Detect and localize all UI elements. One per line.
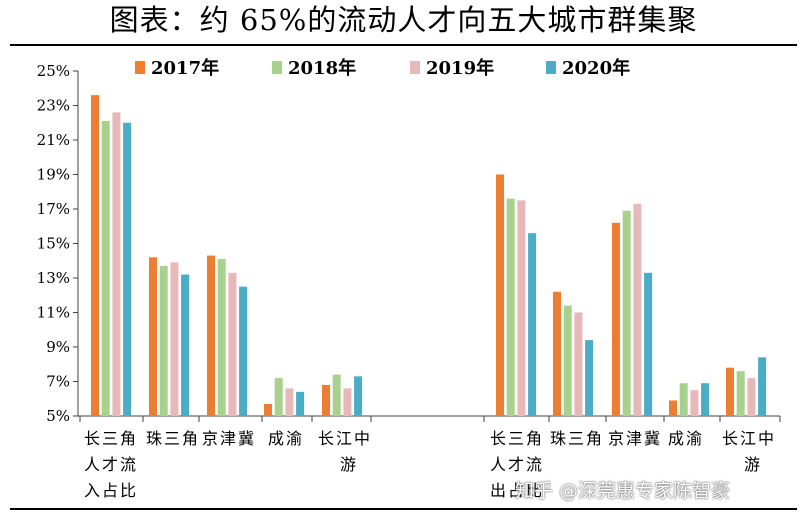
x-category-label: 京津冀 [202,429,256,448]
x-category-label: 长三角 [490,429,544,448]
bar [612,222,620,416]
bar [149,257,157,416]
y-tick-label: 25% [37,62,70,80]
bar [123,122,132,416]
legend-swatch [410,61,420,74]
bar [690,390,699,416]
bar [736,371,745,416]
x-category-label: 成渝 [268,429,304,448]
y-tick-label: 11% [37,304,70,322]
bar [669,400,677,416]
x-category-label: 长江中 [722,429,776,448]
bar [679,383,688,416]
legend-label: 2020年 [562,57,630,79]
bar [496,174,504,416]
bar [563,305,572,416]
bar [112,112,121,417]
x-category-label: 长三角 [84,429,138,448]
bar [553,291,561,416]
chart-title: 图表：约 65%的流动人才向五大城市群集聚 [109,3,698,37]
bar [726,367,734,416]
bar [274,378,283,416]
bar [332,374,341,416]
bar [207,255,215,416]
bar [101,121,110,417]
x-category-label: 京津冀 [608,429,662,448]
x-group-label: 人才流 [490,455,544,474]
x-group-label: 人才流 [84,455,138,474]
x-group-label: 入占比 [84,481,138,500]
bar [758,357,767,416]
legend-swatch [272,61,282,74]
y-tick-label: 17% [37,200,70,218]
y-tick-label: 13% [37,269,70,287]
legend-swatch [135,61,145,74]
y-tick-label: 5% [46,407,70,425]
bar [747,378,756,416]
x-category-label: 成渝 [668,429,704,448]
bar [343,388,352,416]
legend-label: 2018年 [288,57,356,79]
y-tick-label: 15% [37,235,70,253]
y-tick-label: 21% [37,131,70,149]
bar [528,233,537,416]
bar [574,312,583,416]
bar [285,388,294,416]
x-category-label: 游 [744,455,762,474]
bar [585,340,594,416]
legend-label: 2019年 [426,57,494,79]
bar [217,259,226,416]
legend-swatch [546,61,556,74]
y-tick-label: 7% [46,373,70,391]
bar [354,376,363,416]
bar [633,203,642,416]
bar [644,272,653,416]
x-group-label: 出占比 [490,481,544,500]
bar [622,210,631,416]
bar [701,383,710,416]
bar [170,262,179,416]
y-tick-label: 9% [46,338,70,356]
bar [296,391,305,416]
x-category-label: 珠三角 [550,429,604,448]
x-category-label: 珠三角 [146,429,200,448]
y-tick-label: 19% [37,166,70,184]
bar [517,200,526,416]
x-category-label: 长江中 [318,429,372,448]
y-tick-label: 23% [37,97,70,115]
bar [506,198,515,416]
bar [181,274,190,416]
bar [228,272,237,416]
bar [322,384,330,416]
bar [91,95,99,417]
bar [264,403,272,416]
x-category-label: 游 [340,455,358,474]
bar [239,286,248,416]
watermark: 知乎 @深莞惠专家陈智豪 [515,480,731,502]
bar [159,265,168,416]
legend-label: 2017年 [151,57,219,79]
